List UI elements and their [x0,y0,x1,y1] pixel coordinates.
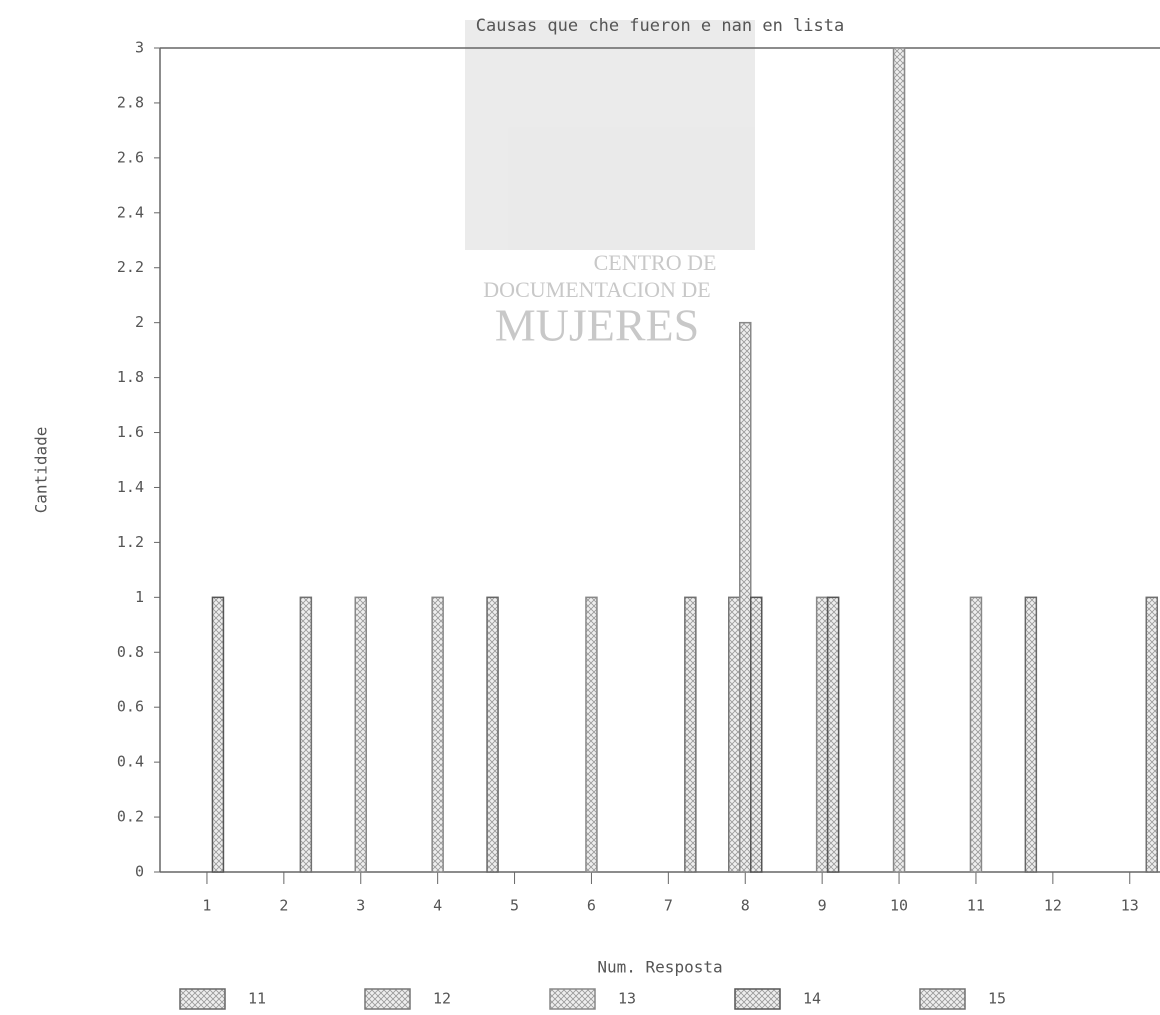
bar [486,596,499,873]
legend-label: 12 [433,990,451,1008]
bar [431,596,444,873]
y-tick-label: 1.6 [117,423,144,441]
bar [969,596,983,873]
bar [684,596,697,873]
legend-label: 13 [618,990,636,1008]
x-tick-label: 4 [433,897,442,915]
y-tick-label: 3 [135,39,144,57]
legend-swatch [919,988,966,1010]
legend-label: 14 [803,990,821,1008]
x-tick-label: 8 [741,897,750,915]
bar [892,47,906,873]
bar [1024,596,1038,873]
bar [826,596,840,873]
y-tick-label: 1.2 [117,533,144,551]
bar [1145,596,1158,873]
y-axis-label: Cantidade [32,427,51,514]
y-tick-label: 0.6 [117,698,144,716]
y-tick-label: 0.2 [117,808,144,826]
legend-swatch [549,988,596,1010]
legend-swatch [179,988,226,1010]
bar [728,596,741,873]
x-tick-label: 12 [1044,897,1062,915]
watermark-text: MUJERES [495,300,699,351]
legend-label: 15 [988,990,1006,1008]
bar [299,596,313,873]
bar [739,321,752,873]
x-axis-label: Num. Resposta [597,958,722,977]
y-tick-label: 0.8 [117,643,144,661]
x-tick-label: 3 [356,897,365,915]
bar [750,596,763,873]
watermark-image [465,20,755,250]
bar [211,596,225,873]
y-tick-label: 2.8 [117,93,144,111]
x-tick-label: 11 [967,897,985,915]
bar [585,596,598,873]
x-tick-label: 5 [510,897,519,915]
legend-swatch [364,988,411,1010]
y-tick-label: 2.4 [117,203,144,221]
x-tick-label: 13 [1121,897,1139,915]
chart-title: Causas que che fueron e nan en lista [476,16,844,36]
y-tick-label: 0 [135,863,144,881]
x-tick-label: 7 [664,897,673,915]
watermark: CENTRO DE DOCUMENTACION DE MUJERES [465,20,755,351]
legend-swatch [734,988,781,1010]
x-tick-label: 6 [587,897,596,915]
watermark-text: DOCUMENTACION DE [483,277,710,302]
x-tick-label: 9 [818,897,827,915]
y-tick-label: 0.4 [117,753,144,771]
y-tick-label: 1.4 [117,478,144,496]
bar [815,596,829,873]
y-tick-label: 1.8 [117,368,144,386]
x-tick-label: 1 [202,897,211,915]
bar [354,596,367,873]
x-tick-label: 2 [279,897,288,915]
y-tick-label: 2 [135,313,144,331]
x-tick-label: 10 [890,897,908,915]
watermark-text: CENTRO DE [594,250,717,275]
y-tick-label: 1 [135,588,144,606]
y-tick-label: 2.2 [117,258,144,276]
legend-label: 11 [248,990,266,1008]
y-tick-label: 2.6 [117,148,144,166]
